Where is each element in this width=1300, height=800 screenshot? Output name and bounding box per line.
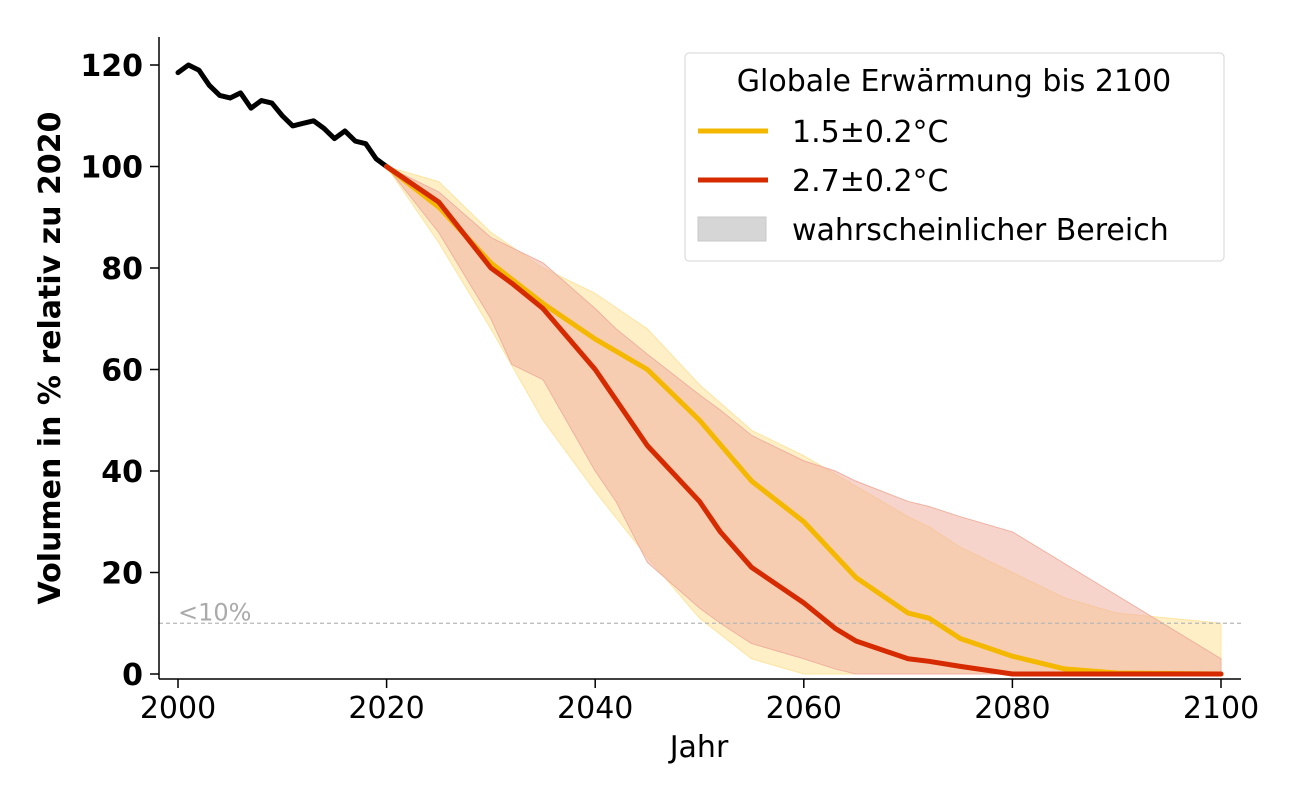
x-ticks: 2000 2020 2040 2060 2080 2100 [140,679,1259,726]
legend: Globale Erwärmung bis 2100 1.5±0.2°C 2.7… [684,52,1225,262]
series-lines [175,62,1224,677]
range-bands [385,165,1222,675]
x-tick-label: 2060 [766,691,842,726]
legend-frame [684,52,1225,262]
y-ticks: 0 20 40 60 80 100 120 [80,49,159,693]
legend-label-range: wahrscheinlicher Bereich [792,213,1169,248]
historical-line [175,62,390,169]
y-tick-label: 60 [101,354,143,389]
ten-percent-reference-label: <10% [178,598,251,626]
range-band-2 [386,166,1222,675]
series-line-2 [384,164,1224,677]
range-band-1 [385,165,1222,675]
y-tick-label: 40 [101,455,143,490]
x-tick-label: 2100 [1183,691,1259,726]
legend-label-1-5: 1.5±0.2°C [792,115,949,150]
y-tick-label: 0 [122,658,143,693]
x-tick-label: 2080 [974,691,1050,726]
y-tick-label: 120 [80,49,143,84]
x-axis-label: Jahr [668,730,729,765]
x-tick-label: 2000 [140,691,216,726]
legend-title: Globale Erwärmung bis 2100 [737,64,1171,99]
series-line-1 [384,164,1224,677]
y-tick-label: 20 [101,557,143,592]
legend-swatch-range [697,216,767,242]
y-axis-label: Volumen in % relativ zu 2020 [33,112,68,605]
y-tick-label: 80 [101,252,143,287]
x-tick-label: 2020 [348,691,424,726]
legend-label-2-7: 2.7±0.2°C [792,164,949,199]
y-tick-label: 100 [80,151,143,186]
x-tick-label: 2040 [557,691,633,726]
